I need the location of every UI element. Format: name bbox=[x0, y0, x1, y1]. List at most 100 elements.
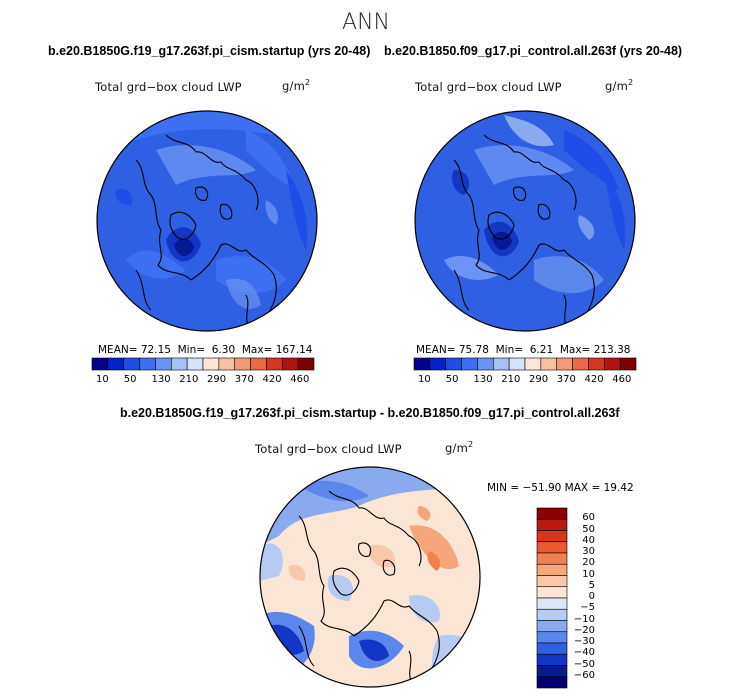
colorbar-swatch bbox=[540, 357, 558, 371]
diff-variable: Total grd−box cloud LWP bbox=[255, 442, 402, 456]
season-title: ANN bbox=[342, 10, 390, 35]
colorbar-tick-label: 50 bbox=[445, 374, 459, 385]
diff-colorbar-swatch bbox=[536, 620, 568, 633]
colorbar-swatch bbox=[218, 357, 236, 371]
diff-colorbar-swatch bbox=[536, 563, 568, 576]
diff-colorbar-tick-label: −30 bbox=[573, 636, 595, 647]
colorbar-swatch bbox=[250, 357, 267, 371]
colorbar-tick-label: 420 bbox=[262, 374, 282, 385]
diff-colorbar-swatch bbox=[536, 676, 568, 689]
diff-colorbar-tick-label: 10 bbox=[582, 568, 595, 580]
diff-colorbar-swatch bbox=[536, 586, 568, 599]
colorbar-swatch bbox=[202, 357, 220, 371]
colorbar-swatch bbox=[266, 357, 283, 371]
colorbar-swatch bbox=[603, 357, 621, 371]
colorbar-tick-label: 130 bbox=[473, 374, 493, 385]
colorbar-swatch bbox=[107, 357, 125, 371]
panel-2-field bbox=[444, 115, 626, 294]
diff-colorbar-tick-label: −40 bbox=[573, 647, 595, 659]
diff-colorbar-swatch bbox=[536, 518, 568, 531]
panel-1-title: b.e20.B1850G.f19_g17.263f.pi_cism.startu… bbox=[48, 44, 371, 58]
colorbar-tick-label: 460 bbox=[612, 374, 632, 385]
diff-colorbar-swatch bbox=[536, 631, 568, 644]
diff-title: b.e20.B1850G.f19_g17.263f.pi_cism.startu… bbox=[120, 406, 620, 420]
colorbar-tick-label: 290 bbox=[529, 374, 549, 385]
colorbar-tick-label: 290 bbox=[207, 374, 227, 385]
diff-colorbar-swatch bbox=[536, 575, 568, 588]
colorbar-swatch bbox=[508, 357, 526, 371]
diff-colorbar-swatch bbox=[536, 541, 568, 554]
panel-1-coastlines bbox=[135, 134, 277, 326]
colorbar-swatch bbox=[588, 357, 605, 371]
diff-colorbar-swatch bbox=[536, 653, 568, 666]
colorbar-swatch bbox=[186, 357, 204, 371]
diff-colorbar-swatch bbox=[536, 608, 568, 621]
diff-colorbar-tick-label: −10 bbox=[573, 613, 595, 625]
panel-2-field-base bbox=[415, 111, 635, 331]
colorbar-swatch bbox=[91, 357, 109, 371]
panel-1-colorbar bbox=[91, 357, 315, 371]
colorbar-swatch bbox=[461, 357, 478, 371]
diff-colorbar-swatch bbox=[536, 597, 568, 610]
diff-colorbar-tick-label: 30 bbox=[582, 546, 595, 557]
colorbar-tick-label: 10 bbox=[96, 374, 109, 385]
panel-1-units: g/m2 bbox=[282, 78, 311, 93]
diff-colorbar-tick-label: −20 bbox=[573, 624, 595, 636]
colorbar-tick-label: 420 bbox=[584, 374, 604, 385]
colorbar-tick-label: 10 bbox=[418, 374, 431, 385]
diff-colorbar-tick-label: −60 bbox=[573, 669, 595, 681]
colorbar-swatch bbox=[123, 357, 140, 371]
colorbar-tick-label: 130 bbox=[151, 374, 171, 385]
panel-2-variable: Total grd−box cloud LWP bbox=[415, 80, 562, 94]
diff-colorbar-swatch bbox=[536, 507, 568, 520]
colorbar-swatch bbox=[139, 357, 156, 371]
panel-2-units: g/m2 bbox=[605, 78, 634, 93]
colorbar-swatch bbox=[155, 357, 172, 371]
colorbar-swatch bbox=[413, 357, 431, 371]
colorbar-tick-label: 460 bbox=[290, 374, 310, 385]
colorbar-swatch bbox=[492, 357, 510, 371]
diff-minmax: MIN = −51.90 MAX = 19.42 bbox=[487, 482, 634, 494]
panel-2-stats: MEAN= 75.78 Min= 6.21 Max= 213.38 bbox=[416, 344, 631, 356]
diff-units: g/m2 bbox=[445, 440, 474, 455]
diff-colorbar bbox=[536, 507, 568, 689]
diff-colorbar-tick-label: 5 bbox=[588, 579, 595, 591]
diff-colorbar-tick-label: −50 bbox=[573, 658, 595, 670]
panel-2-title: b.e20.B1850.f09_g17.pi_control.all.263f … bbox=[384, 44, 683, 58]
colorbar-swatch bbox=[477, 357, 494, 371]
diff-colorbar-tick-label: 0 bbox=[588, 591, 595, 602]
diff-colorbar-swatch bbox=[536, 552, 568, 565]
colorbar-swatch bbox=[556, 357, 573, 371]
colorbar-swatch bbox=[170, 357, 188, 371]
diff-colorbar-tick-label: 20 bbox=[582, 557, 595, 569]
colorbar-tick-label: 210 bbox=[179, 374, 199, 385]
colorbar-swatch bbox=[572, 357, 589, 371]
panel-2-colorbar bbox=[413, 357, 637, 371]
diff-map bbox=[259, 466, 481, 688]
panel-1-map bbox=[96, 110, 318, 332]
colorbar-swatch bbox=[445, 357, 462, 371]
colorbar-swatch bbox=[281, 357, 299, 371]
colorbar-swatch bbox=[297, 357, 315, 371]
colorbar-swatch bbox=[234, 357, 251, 371]
diff-colorbar-tick-label: −5 bbox=[580, 602, 595, 614]
colorbar-swatch bbox=[619, 357, 637, 371]
colorbar-tick-label: 50 bbox=[123, 374, 137, 385]
colorbar-swatch bbox=[429, 357, 447, 371]
panel-1-variable: Total grd−box cloud LWP bbox=[95, 80, 242, 94]
colorbar-tick-label: 370 bbox=[234, 374, 254, 385]
colorbar-tick-label: 210 bbox=[501, 374, 521, 385]
panel-1-field-base bbox=[97, 111, 317, 331]
diff-colorbar-swatch bbox=[536, 665, 568, 678]
diff-field-base bbox=[260, 467, 480, 687]
colorbar-swatch bbox=[524, 357, 542, 371]
diff-colorbar-tick-label: 50 bbox=[582, 523, 595, 535]
diff-colorbar-tick-label: 60 bbox=[582, 512, 595, 524]
diff-colorbar-tick-label: 40 bbox=[582, 534, 595, 546]
diff-coastlines bbox=[298, 490, 440, 682]
panel-1-stats: MEAN= 72.15 Min= 6.30 Max= 167.14 bbox=[98, 344, 313, 356]
colorbar-tick-label: 370 bbox=[556, 374, 576, 385]
diff-colorbar-swatch bbox=[536, 642, 568, 655]
diff-colorbar-swatch bbox=[536, 530, 568, 543]
panel-2-map bbox=[414, 110, 636, 332]
